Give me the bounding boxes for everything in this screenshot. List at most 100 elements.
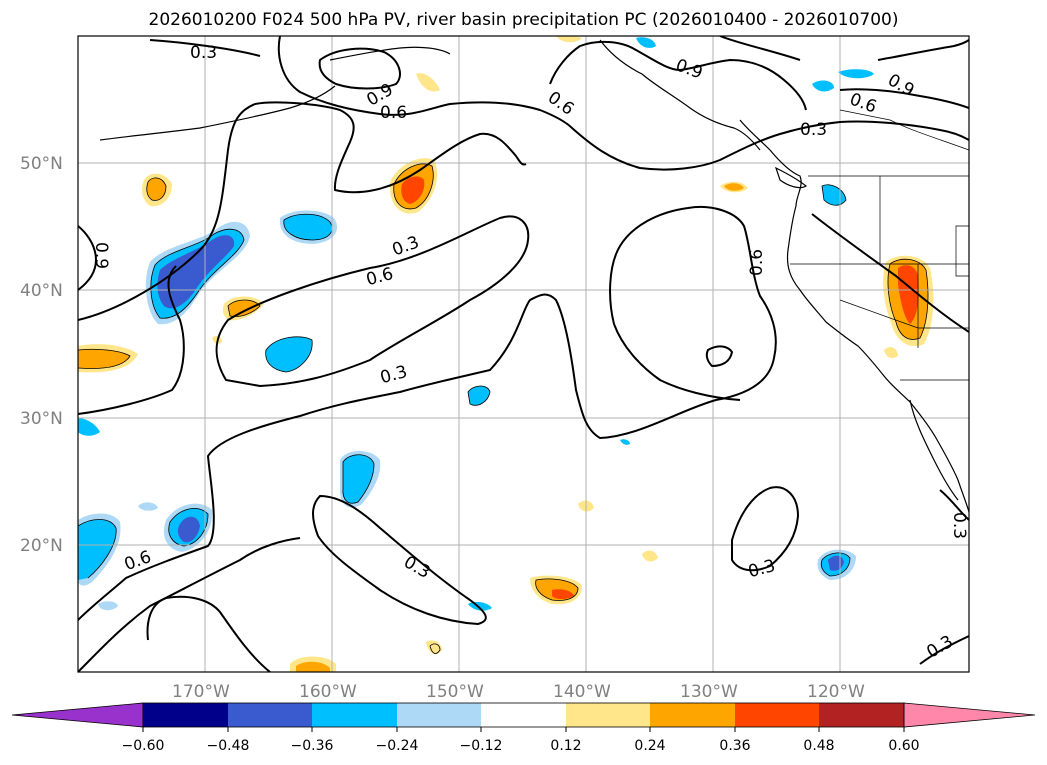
precip-patch-positive (416, 73, 440, 92)
pv-contour (78, 265, 185, 415)
colorbar-tick-label: 0.36 (719, 738, 750, 754)
colorbar-tick-label: 0.12 (550, 738, 581, 754)
precip-patch-negative (283, 214, 332, 240)
pv-contour (549, 40, 807, 111)
colorbar: −0.60 −0.48 −0.36 −0.24 −0.12 0.12 0.24 … (11, 702, 1036, 754)
patch-outline (150, 228, 245, 319)
lon-label-160w: 160°W (299, 682, 357, 702)
pv-contour (939, 489, 969, 521)
precip-patch-positive (642, 550, 658, 562)
colorbar-tick-label: −0.36 (291, 738, 334, 754)
map-frame (77, 35, 970, 673)
patch-outline (78, 348, 131, 369)
patch-outline (168, 508, 209, 547)
pv-contour (146, 595, 271, 672)
pv-contour (877, 39, 969, 61)
precip-patch-positive (228, 300, 260, 317)
precip-patch-positive (78, 349, 130, 369)
contour-label: 0.6 (747, 249, 767, 276)
baja-peninsula (909, 399, 959, 501)
lat-label-20n: 20°N (20, 536, 63, 556)
precip-patch-negative (177, 516, 200, 543)
map-title: 2026010200 F024 500 hPa PV, river basin … (148, 10, 899, 30)
patch-outline (283, 213, 333, 241)
colorbar-bin (143, 703, 228, 727)
border-line (839, 109, 969, 151)
graticule (78, 36, 969, 672)
patch-outline (467, 385, 491, 406)
lon-label-140w: 140°W (553, 682, 611, 702)
pv-contour (318, 47, 401, 90)
precip-patch-positive (552, 589, 574, 599)
aleutian-islands (99, 85, 336, 141)
precip-patch-positive (296, 661, 330, 672)
patch-outline (820, 552, 851, 577)
patch-outlines (78, 163, 929, 654)
alaska-panhandle (599, 39, 761, 151)
lat-label-40n: 40°N (20, 281, 63, 301)
colorbar-bin (819, 703, 904, 727)
lon-label-150w: 150°W (426, 682, 484, 702)
contour-label: 0.3 (949, 512, 969, 539)
pv-contour (312, 494, 487, 626)
patch-outline (429, 643, 441, 654)
pv-contour (719, 36, 801, 61)
colorbar-tick-label: 0.24 (634, 738, 665, 754)
contour-label: 0.6 (380, 103, 407, 123)
colorbar-max-extension (903, 702, 1036, 728)
colorbar-tick-label: 0.60 (888, 738, 919, 754)
precip-patch-positive (898, 265, 919, 324)
colorbar-frame (142, 702, 905, 728)
colorbar-bin (481, 703, 566, 727)
precip-patch-positive (884, 347, 898, 358)
colorbar-tick-label: −0.12 (460, 738, 503, 754)
lon-label-170w: 170°W (172, 682, 230, 702)
latitude-labels: 50°N 40°N 30°N 20°N (20, 154, 63, 556)
colorbar-bin (397, 703, 481, 727)
lat-label-50n: 50°N (20, 154, 63, 174)
pv-contour (811, 213, 969, 333)
pv-contour (277, 36, 969, 171)
patch-outline (393, 163, 434, 210)
pv-contour (78, 101, 527, 321)
colorbar-bin (735, 703, 819, 727)
precip-patch-positive (426, 640, 442, 655)
colorbar-bin (650, 703, 735, 727)
colorbar-tick-label: −0.48 (207, 738, 250, 754)
precip-patch-negative (138, 502, 158, 511)
patch-outline (146, 177, 167, 201)
patch-outline (78, 519, 117, 579)
precip-patch-positive (556, 36, 582, 43)
colorbar-bin (228, 703, 312, 727)
precip-patch-negative (620, 439, 630, 445)
colorbar-tick-labels: −0.60 −0.48 −0.36 −0.24 −0.12 0.12 0.24 … (122, 738, 920, 754)
precip-patch-negative (812, 80, 834, 92)
pv-contour (839, 88, 969, 109)
lon-label-130w: 130°W (680, 682, 738, 702)
pv-contour (149, 39, 261, 57)
precip-patch-negative (265, 336, 313, 372)
precip-patch-positive (146, 177, 166, 201)
precip-patch-negative (342, 454, 374, 504)
contour-label: 0.9 (91, 242, 111, 269)
coastlines (99, 39, 969, 513)
pv-contour (731, 486, 800, 572)
island-vancouver (774, 166, 808, 189)
lat-label-30n: 30°N (20, 409, 63, 429)
pv-contour (78, 537, 301, 672)
contour-label: 0.3 (800, 120, 827, 140)
lon-label-120w: 120°W (807, 682, 865, 702)
alaska-coast-upper (329, 46, 451, 61)
colorbar-min-extension (11, 702, 144, 728)
colorbar-bin (566, 703, 650, 727)
precip-patch-negative (78, 418, 100, 436)
precip-patch-negative (78, 519, 117, 580)
north-america-coast (739, 119, 969, 513)
state-border (955, 225, 969, 277)
precip-patch-negative (636, 37, 656, 48)
colorbar-bin (312, 703, 397, 727)
pv-contour (78, 225, 97, 291)
pv-contour (705, 345, 734, 368)
precip-patch-negative (838, 69, 874, 79)
